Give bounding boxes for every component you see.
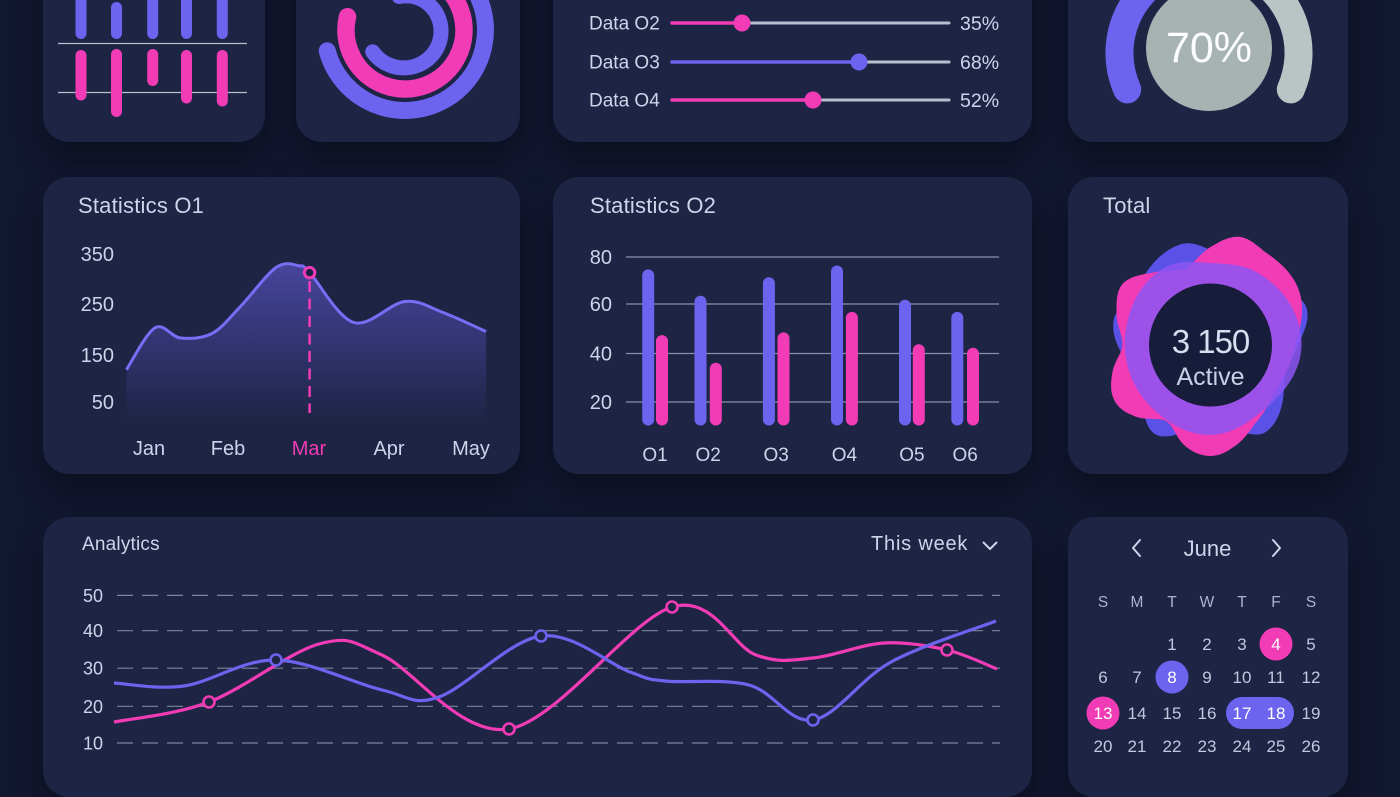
svg-text:50: 50: [83, 586, 103, 606]
svg-text:S: S: [1098, 594, 1108, 611]
svg-text:50: 50: [92, 392, 114, 414]
svg-text:25: 25: [1267, 737, 1286, 756]
svg-text:O1: O1: [642, 445, 667, 466]
svg-text:35%: 35%: [960, 13, 999, 35]
svg-text:60: 60: [590, 294, 612, 316]
svg-text:70%: 70%: [1166, 24, 1252, 72]
svg-text:24: 24: [1233, 737, 1252, 756]
svg-text:W: W: [1200, 594, 1215, 611]
svg-text:11: 11: [1267, 668, 1285, 687]
svg-text:Data O3: Data O3: [589, 53, 660, 74]
svg-text:13: 13: [1094, 704, 1113, 723]
svg-text:Data O2: Data O2: [589, 14, 660, 35]
svg-text:7: 7: [1132, 668, 1141, 687]
svg-text:10: 10: [83, 734, 103, 754]
svg-text:68%: 68%: [960, 52, 999, 74]
svg-text:23: 23: [1198, 737, 1217, 756]
svg-text:20: 20: [1094, 737, 1113, 756]
svg-text:80: 80: [590, 247, 612, 269]
svg-text:8: 8: [1167, 668, 1176, 687]
svg-text:16: 16: [1198, 704, 1217, 723]
svg-text:17: 17: [1233, 704, 1252, 723]
svg-text:150: 150: [81, 345, 114, 367]
svg-text:19: 19: [1302, 704, 1321, 723]
svg-text:20: 20: [83, 697, 103, 717]
svg-text:30: 30: [83, 659, 103, 679]
svg-text:O6: O6: [952, 445, 977, 466]
svg-text:May: May: [452, 438, 490, 460]
svg-text:M: M: [1131, 594, 1144, 611]
svg-text:O2: O2: [695, 445, 720, 466]
svg-text:S: S: [1306, 594, 1316, 611]
svg-text:26: 26: [1302, 737, 1321, 756]
svg-text:40: 40: [590, 344, 612, 366]
svg-text:14: 14: [1128, 704, 1147, 723]
svg-text:15: 15: [1163, 704, 1182, 723]
svg-text:O5: O5: [899, 445, 924, 466]
svg-text:20: 20: [590, 392, 612, 414]
svg-text:Feb: Feb: [211, 438, 245, 460]
svg-text:250: 250: [81, 294, 114, 316]
svg-text:52%: 52%: [960, 90, 999, 112]
svg-text:22: 22: [1163, 737, 1182, 756]
svg-text:10: 10: [1233, 668, 1252, 687]
svg-text:350: 350: [81, 244, 114, 266]
svg-text:June: June: [1184, 536, 1232, 561]
svg-text:Jan: Jan: [133, 438, 165, 460]
svg-text:T: T: [1237, 594, 1247, 611]
svg-text:T: T: [1167, 594, 1177, 611]
svg-text:3 150: 3 150: [1172, 323, 1250, 360]
svg-text:Data O4: Data O4: [589, 91, 660, 112]
svg-text:Mar: Mar: [292, 438, 327, 460]
svg-text:6: 6: [1098, 668, 1107, 687]
svg-text:12: 12: [1302, 668, 1321, 687]
svg-text:1: 1: [1167, 635, 1176, 654]
svg-text:F: F: [1271, 594, 1280, 611]
svg-text:2: 2: [1202, 635, 1211, 654]
svg-text:40: 40: [83, 621, 103, 641]
svg-text:O3: O3: [764, 445, 789, 466]
svg-text:21: 21: [1128, 737, 1147, 756]
svg-text:18: 18: [1267, 704, 1286, 723]
svg-text:O4: O4: [832, 445, 858, 466]
svg-text:Active: Active: [1176, 363, 1244, 391]
svg-text:Apr: Apr: [373, 438, 404, 460]
svg-text:9: 9: [1202, 668, 1211, 687]
svg-text:5: 5: [1306, 635, 1315, 654]
svg-text:3: 3: [1237, 635, 1246, 654]
svg-text:4: 4: [1271, 635, 1280, 654]
